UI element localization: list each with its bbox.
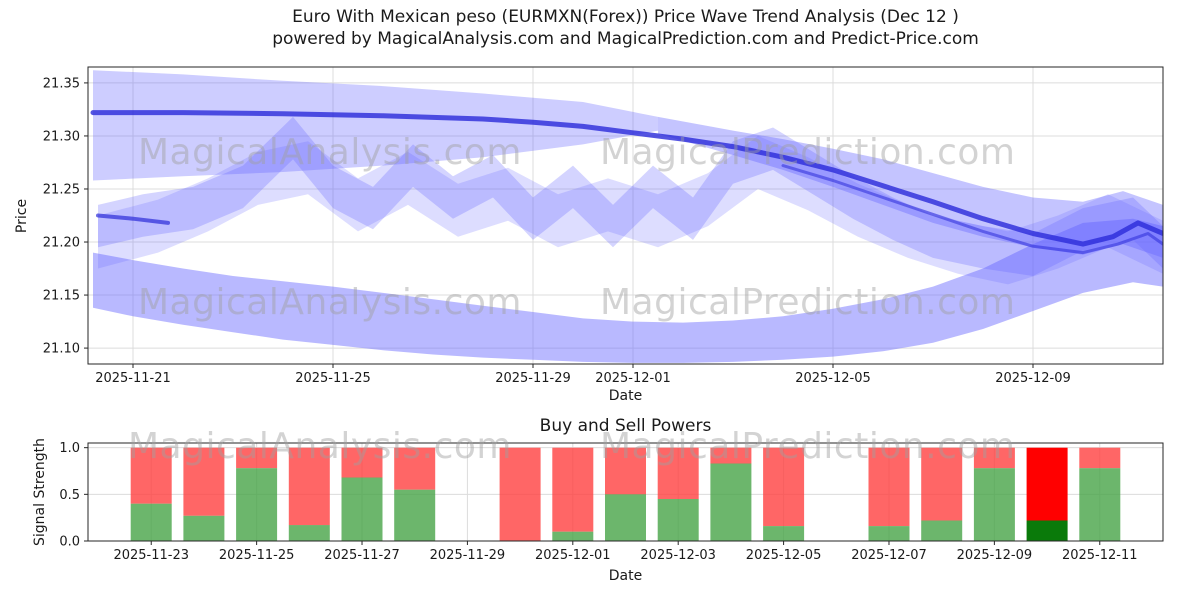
signal-bar-2025-11-28 xyxy=(394,447,436,541)
signal-bar-2025-12-08 xyxy=(921,447,963,541)
signal-bar-2025-11-26 xyxy=(288,447,330,541)
sell-power-bar xyxy=(710,447,752,464)
sell-power-bar xyxy=(288,447,330,526)
signal-bar-2025-11-24 xyxy=(183,447,225,541)
signal-bar-2025-12-04 xyxy=(710,447,752,541)
signal-bar-2025-12-03 xyxy=(657,447,699,541)
buy-power-bar xyxy=(710,463,752,541)
price-x-tick-label: 2025-11-25 xyxy=(295,371,371,386)
price-x-tick-label: 2025-11-21 xyxy=(95,371,171,386)
buy-power-bar xyxy=(605,494,646,541)
sell-power-bar xyxy=(130,447,172,504)
wave-band-wave-b xyxy=(98,135,1163,285)
signal-axis-label: Signal Strength xyxy=(32,437,48,547)
buy-power-bar xyxy=(1079,468,1121,541)
signal-chart-xlabel: Date xyxy=(608,568,643,584)
price-chart: 21.10 21.15 21.20 21.25 21.30 21.35 2025-11-21… xyxy=(43,66,1164,386)
signal-bar-2025-12-11 xyxy=(1079,447,1121,541)
buy-power-bar xyxy=(236,468,278,541)
signal-x-tick-label: 2025-11-25 xyxy=(219,548,295,563)
sell-power-bar xyxy=(657,447,699,499)
buy-power-bar xyxy=(288,525,330,541)
sell-power-bar xyxy=(1026,447,1068,521)
price-x-tick-label: 2025-12-05 xyxy=(795,371,871,386)
buy-power-bar xyxy=(657,499,699,541)
signal-x-tick-label: 2025-12-09 xyxy=(957,548,1033,563)
price-axis-label: Price xyxy=(14,198,30,234)
sell-power-bar xyxy=(605,447,646,495)
buy-power-bar xyxy=(1026,520,1068,541)
signal-bar-2025-11-30 xyxy=(499,447,541,541)
sell-power-bar xyxy=(183,447,225,516)
signal-y-tick-label: 1.0 xyxy=(59,441,80,456)
signal-bar-2025-12-02 xyxy=(605,447,646,541)
price-y-tick-label: 21.35 xyxy=(43,76,80,91)
signal-x-tick-label: 2025-12-11 xyxy=(1062,548,1138,563)
signal-bar-2025-11-27 xyxy=(341,447,383,541)
signal-bar-2025-11-23 xyxy=(130,447,172,541)
trend-main-line xyxy=(90,110,1163,247)
signal-x-tick-label: 2025-11-29 xyxy=(430,548,506,563)
buy-power-bar xyxy=(130,503,172,541)
signal-x-tick-label: 2025-11-27 xyxy=(324,548,400,563)
sell-power-bar xyxy=(236,447,278,469)
price-x-tick-label: 2025-12-09 xyxy=(995,371,1071,386)
price-y-tick-label: 21.25 xyxy=(43,182,80,197)
price-y-tick-label: 21.30 xyxy=(43,129,80,144)
signal-chart: 0.0 0.5 1.0 2025-11-23 2025-11-25 2025-11-27 2… xyxy=(59,441,1164,563)
wave-band-wave-a xyxy=(98,116,1163,277)
buy-power-bar xyxy=(394,489,436,541)
buy-power-bar xyxy=(868,526,910,541)
figure-title-line2: powered by MagicalAnalysis.com and Magic… xyxy=(272,29,979,49)
sell-power-bar xyxy=(394,447,436,490)
sell-power-bar xyxy=(341,447,383,478)
price-y-tick-label: 21.20 xyxy=(43,236,80,251)
signal-chart-title: Buy and Sell Powers xyxy=(539,416,712,436)
buy-power-bar xyxy=(973,468,1015,541)
signal-x-tick-label: 2025-12-03 xyxy=(640,548,716,563)
signal-y-tick-label: 0.0 xyxy=(59,535,80,550)
sell-power-bar xyxy=(868,447,910,527)
sell-power-bar xyxy=(921,447,963,521)
price-y-tick-label: 21.10 xyxy=(43,342,80,357)
signal-plot-border xyxy=(87,442,1164,542)
sell-power-bar xyxy=(499,447,541,541)
trend-left-stub-line xyxy=(96,213,170,225)
signal-bar-2025-12-10 xyxy=(1026,447,1068,541)
signal-x-tick-label: 2025-11-23 xyxy=(113,548,189,563)
sell-power-bar xyxy=(1079,447,1121,469)
buy-power-bar xyxy=(763,526,805,541)
signal-bar-2025-12-05 xyxy=(763,447,805,541)
signal-x-tick-label: 2025-12-01 xyxy=(535,548,611,563)
signal-bar-2025-12-01 xyxy=(552,447,594,541)
signal-bar-2025-12-09 xyxy=(973,447,1015,541)
signal-bar-2025-12-07 xyxy=(868,447,910,541)
signal-y-tick-label: 0.5 xyxy=(59,488,80,503)
buy-power-bar xyxy=(921,520,963,541)
signal-bar-2025-11-25 xyxy=(236,447,278,541)
price-chart-xlabel: Date xyxy=(608,388,643,404)
sell-power-bar xyxy=(973,447,1015,469)
signal-x-tick-label: 2025-12-07 xyxy=(851,548,927,563)
signal-x-tick-label: 2025-12-05 xyxy=(746,548,822,563)
wave-band-upper-funnel xyxy=(93,70,658,181)
sell-power-bar xyxy=(552,447,594,532)
price-plot-border xyxy=(87,66,1164,365)
price-x-tick-label: 2025-12-01 xyxy=(595,371,671,386)
wave-band-lower-band xyxy=(93,218,1163,363)
price-x-tick-label: 2025-11-29 xyxy=(495,371,571,386)
buy-power-bar xyxy=(552,531,594,541)
figure-title-line1: Euro With Mexican peso (EURMXN(Forex)) P… xyxy=(292,7,959,27)
buy-power-bar xyxy=(183,515,225,541)
buy-power-bar xyxy=(341,477,383,541)
wave-band-mid-decline xyxy=(658,116,1163,258)
sell-power-bar xyxy=(763,447,805,527)
trend-secondary-line xyxy=(781,164,1163,255)
price-y-tick-label: 21.15 xyxy=(43,289,80,304)
